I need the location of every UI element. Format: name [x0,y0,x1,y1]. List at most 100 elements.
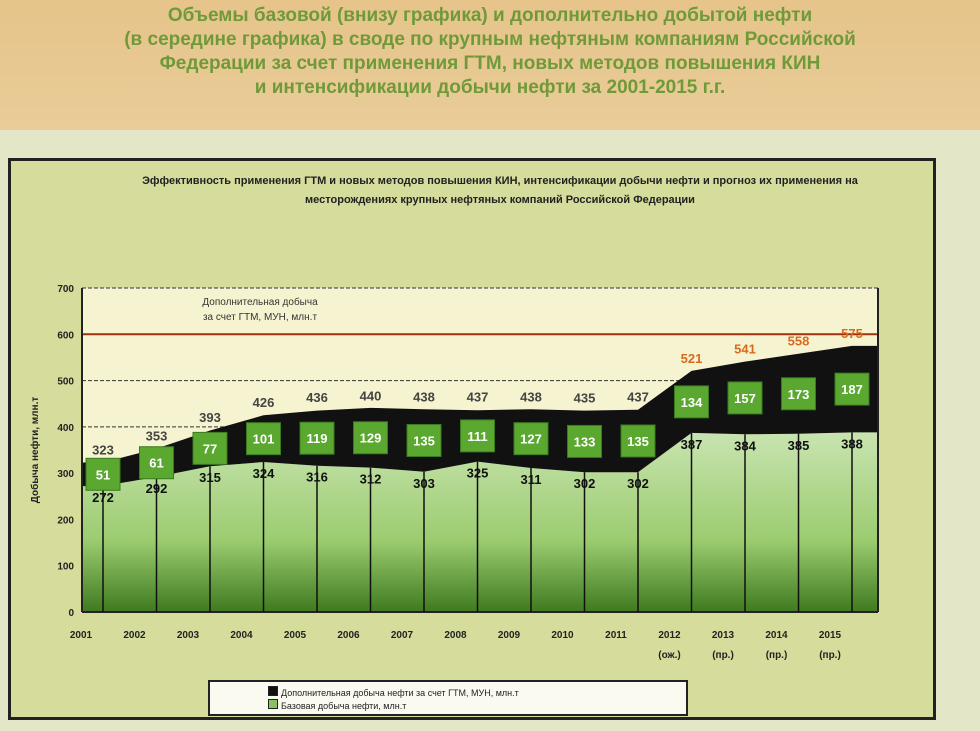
additional-value-label: 129 [360,431,382,446]
additional-value-box [139,446,174,480]
additional-value-box [406,424,442,458]
x-tick-label: 2006 [337,630,360,641]
legend-item-base: Базовая добыча нефти, млн.т [268,699,686,712]
total-value-label: 323 [92,442,114,457]
additional-value-label: 77 [203,441,217,456]
total-value-label: 437 [627,390,649,405]
x-tick-label: 2007 [391,630,414,641]
additional-value-label: 135 [627,434,649,449]
area-base [82,432,878,612]
additional-value-box [727,381,763,415]
slide-title: Объемы базовой (внизу графика) и дополни… [124,5,856,98]
additional-value-box [460,419,495,453]
additional-value-box [353,421,388,455]
total-value-label: 558 [788,334,810,349]
additional-value-box [246,422,281,456]
additional-value-label: 127 [520,432,542,447]
total-value-label: 440 [360,388,382,403]
additional-value-label: 111 [467,429,487,444]
y-tick-label: 600 [57,330,74,341]
base-value-label: 324 [253,466,275,481]
additional-value-label: 173 [788,387,810,402]
additional-value-box [674,385,709,419]
x-tick-label: (пр.) [766,650,788,661]
x-tick-label: 2003 [177,630,200,641]
chart-title: Эффективность применения ГТМ и новых мет… [142,175,858,206]
total-value-label: 575 [841,326,863,341]
total-value-label: 541 [734,342,756,357]
base-value-label: 302 [627,476,649,491]
base-value-label: 384 [734,438,756,453]
legend: Дополнительная добыча нефти за счет ГТМ,… [208,680,688,716]
y-tick-label: 0 [68,608,74,619]
x-tick-label: 2001 [70,630,93,641]
x-tick-label: 2014 [765,630,788,641]
additional-value-label: 101 [253,432,275,447]
x-tick-label: (ож.) [658,650,681,661]
y-tick-label: 100 [57,562,74,573]
x-tick-label: (пр.) [712,650,734,661]
slide-header: Объемы базовой (внизу графика) и дополни… [0,0,980,130]
additional-value-label: 187 [841,382,863,397]
base-value-label: 387 [681,437,703,452]
legend-swatch-additional [268,686,278,696]
base-value-label: 292 [146,481,168,496]
legend-swatch-base [268,699,278,709]
annotation-text: за счет ГТМ, МУН, млн.т [203,312,317,323]
total-value-label: 438 [413,389,435,404]
total-value-label: 353 [146,429,168,444]
base-value-label: 303 [413,476,435,491]
total-value-label: 435 [574,391,596,406]
base-value-label: 302 [574,476,596,491]
additional-value-box [567,424,602,458]
additional-value-label: 119 [307,431,328,446]
additional-value-label: 61 [149,456,163,471]
additional-value-box [513,422,549,456]
base-value-label: 272 [92,490,114,505]
y-tick-label: 400 [57,423,74,434]
x-tick-label: 2011 [605,630,627,641]
legend-label-base: Базовая добыча нефти, млн.т [281,701,407,711]
x-tick-label: 2012 [658,630,681,641]
x-tick-label: 2009 [498,630,521,641]
base-value-label: 388 [841,436,863,451]
additional-value-box [834,372,870,406]
x-tick-label: 2008 [444,630,467,641]
base-value-label: 316 [306,470,328,485]
x-tick-label: 2015 [819,630,842,641]
additional-value-label: 134 [681,395,703,410]
x-tick-label: 2002 [123,630,146,641]
base-value-label: 312 [360,472,382,487]
additional-value-label: 135 [413,434,435,449]
x-tick-label: 2004 [230,630,253,641]
total-value-label: 521 [681,351,703,366]
additional-value-box [85,457,121,491]
x-tick-label: 2010 [551,630,574,641]
additional-value-label: 133 [574,434,596,449]
total-value-label: 438 [520,389,542,404]
additional-value-box [192,431,228,465]
total-value-label: 436 [306,390,328,405]
base-value-label: 325 [467,466,489,481]
total-value-label: 393 [199,410,221,425]
x-tick-label: 2005 [284,630,307,641]
additional-value-label: 157 [734,391,756,406]
additional-value-box [299,421,335,455]
base-value-label: 385 [788,438,810,453]
base-value-label: 315 [199,470,221,485]
total-value-label: 437 [467,390,489,405]
total-value-label: 426 [253,395,275,410]
base-value-label: 311 [521,472,542,487]
x-tick-label: (пр.) [819,650,841,661]
y-tick-label: 700 [57,284,74,295]
y-axis-label: Добыча нефти, млн.т [29,397,41,504]
additional-value-box [620,424,656,458]
y-tick-label: 500 [57,377,74,388]
x-tick-label: 2013 [712,630,735,641]
y-tick-label: 300 [57,469,74,480]
additional-value-box [781,377,816,411]
annotation-text: Дополнительная добыча [202,296,318,308]
legend-label-additional: Дополнительная добыча нефти за счет ГТМ,… [281,688,519,698]
y-tick-label: 200 [57,515,74,526]
